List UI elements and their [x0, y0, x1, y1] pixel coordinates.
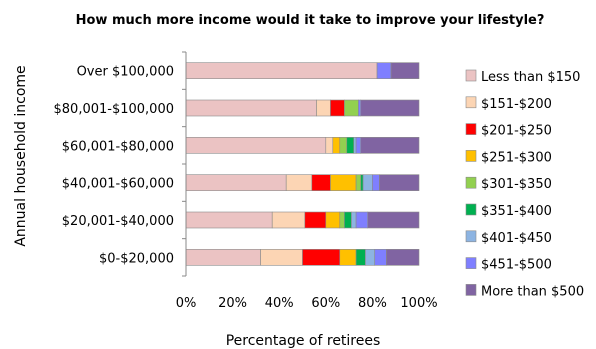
- category-label: $60,001-$80,000: [62, 139, 174, 154]
- legend-swatch: [465, 176, 477, 189]
- bar-segment: [390, 62, 420, 79]
- bar-segment: [185, 99, 317, 117]
- legend-label: $151-$200: [481, 97, 552, 112]
- x-tick-label: 40%: [265, 296, 294, 311]
- bar-segment: [330, 174, 357, 191]
- bar-segment: [260, 249, 303, 266]
- bar-segment: [372, 174, 380, 191]
- bar-segment: [185, 211, 273, 229]
- bar-segment: [302, 249, 341, 266]
- y-axis-label: Annual household income: [13, 65, 29, 246]
- bar-segment: [367, 211, 420, 229]
- legend-swatch: [465, 123, 477, 135]
- bar-segment: [344, 99, 359, 117]
- bar-segment: [185, 174, 287, 191]
- bar-segment: [346, 137, 355, 154]
- chart-title: How much more income would it take to im…: [76, 13, 545, 28]
- legend-swatch: [465, 284, 477, 296]
- bar-segment: [325, 137, 334, 154]
- bar-segment: [325, 211, 341, 229]
- plot-area: Over $100,000 $80,001-$100,000 $60,001-$80…: [54, 51, 438, 311]
- bar-segment: [311, 174, 331, 191]
- bar-segment: [339, 137, 348, 154]
- legend-swatch: [465, 257, 477, 269]
- legend-swatch: [465, 150, 477, 162]
- bar-segment: [374, 249, 387, 266]
- legend-label: Less than $150: [481, 70, 580, 85]
- x-tick-label: 20%: [218, 296, 247, 311]
- bar-segment: [355, 249, 366, 266]
- legend-swatch: [465, 69, 477, 82]
- bar-segment: [365, 249, 376, 266]
- bar-segment: [360, 137, 420, 154]
- bar-segment: [185, 62, 378, 79]
- legend-swatch: [465, 203, 477, 216]
- bar-segment: [386, 249, 420, 266]
- x-tick-label: 0%: [176, 296, 197, 311]
- bar-segment: [376, 62, 392, 79]
- bar-segment: [339, 249, 357, 266]
- legend-label: More than $500: [481, 284, 584, 299]
- bar-segment: [316, 99, 331, 117]
- legend: Less than $150 $151-$200 $201-$250 $251-$30…: [465, 69, 584, 299]
- legend-label: $251-$300: [481, 150, 552, 165]
- bar-segment: [330, 99, 345, 117]
- bar-segment: [351, 211, 357, 229]
- legend-swatch: [465, 96, 477, 109]
- category-label: Over $100,000: [77, 65, 174, 80]
- legend-label: $201-$250: [481, 124, 552, 139]
- bar-segment: [362, 174, 373, 191]
- category-label: $80,001-$100,000: [54, 102, 174, 117]
- bar-segment: [185, 249, 261, 266]
- bar-segment: [185, 137, 327, 154]
- bar-segment: [379, 174, 420, 191]
- bar-segment: [358, 99, 362, 117]
- x-tick-label: 100%: [400, 296, 437, 311]
- legend-label: $301-$350: [481, 177, 552, 192]
- bar-segment: [353, 137, 357, 154]
- bar-segment: [355, 174, 362, 191]
- category-label: $40,001-$60,000: [62, 177, 174, 192]
- category-label: $20,001-$40,000: [62, 214, 174, 229]
- legend-label: $451-$500: [481, 258, 552, 273]
- bar-segment: [360, 99, 420, 117]
- legend-label: $351-$400: [481, 204, 552, 219]
- category-label: $0-$20,000: [99, 251, 174, 266]
- legend-swatch: [465, 230, 477, 243]
- bar-segment: [339, 211, 345, 229]
- x-axis-label: Percentage of retirees: [226, 333, 381, 349]
- bar-segment: [355, 137, 362, 154]
- bar-segment: [332, 137, 341, 154]
- x-tick-label: 80%: [358, 296, 387, 311]
- bar-segment: [344, 211, 352, 229]
- x-tick-label: 60%: [311, 296, 340, 311]
- bar-segment: [355, 211, 369, 229]
- bar-segment: [304, 211, 327, 229]
- bar-segment: [360, 174, 364, 191]
- bar-segment: [271, 211, 306, 229]
- bar-segment: [285, 174, 313, 191]
- legend-label: $401-$450: [481, 231, 552, 246]
